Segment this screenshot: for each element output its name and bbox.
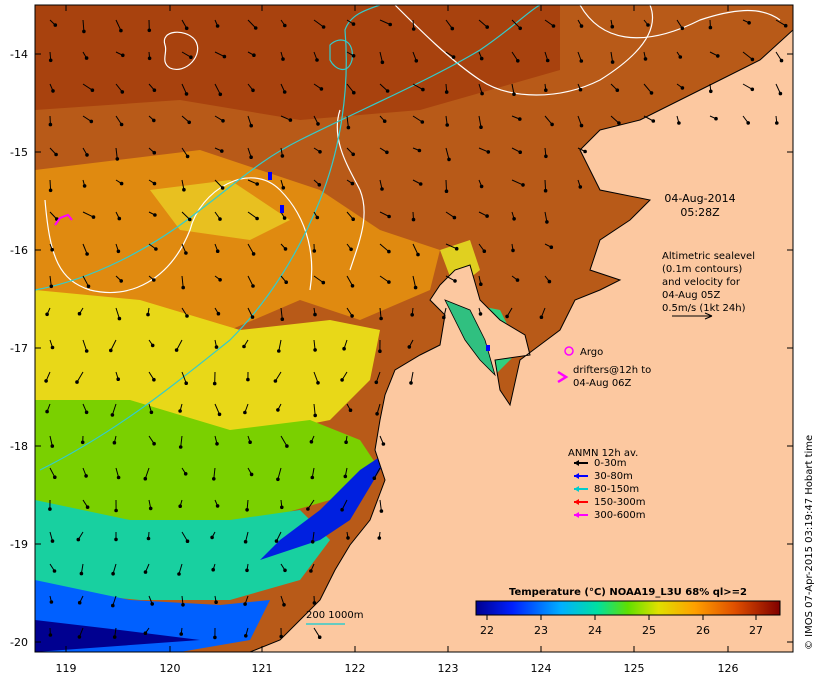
credit-text: © IMOS 07-Apr-2015 03:19:47 Hobart time	[804, 435, 815, 650]
lat-tick-label: -15	[10, 146, 28, 159]
anmn-legend-label: 300-600m	[594, 510, 646, 521]
anmn-legend-item: 300-600m	[574, 510, 646, 521]
anmn-legend-label: 30-80m	[594, 471, 633, 482]
mooring-marker	[280, 205, 284, 213]
axis-ticks	[35, 5, 793, 652]
sealevel-contours	[44, 5, 781, 294]
coastline-land	[249, 5, 793, 652]
anmn-legend-item: 150-300m	[574, 497, 646, 508]
plot-frame	[34, 4, 794, 653]
colorbar-ramp	[475, 600, 781, 616]
lon-tick-label: 119	[56, 662, 77, 675]
colorbar: Temperature (°C) NOAA19_L3U 68% ql>=2 22…	[475, 587, 781, 637]
colorbar-tick-label: 26	[696, 624, 710, 637]
lon-tick-label: 125	[624, 662, 645, 675]
drifter-track	[54, 213, 73, 226]
anmn-legend-item: 0-30m	[574, 458, 626, 469]
lat-tick-label: -18	[10, 440, 28, 453]
colorbar-tick-label: 24	[588, 624, 602, 637]
colorbar-tick-label: 25	[642, 624, 656, 637]
mooring-marker	[486, 345, 490, 351]
isobath-lines	[35, 5, 541, 471]
colorbar-tick-label: 27	[749, 624, 763, 637]
lon-tick-label: 126	[718, 662, 739, 675]
lon-axis: 119 120 121 122 123 124 125 126	[56, 662, 739, 675]
velocity-arrows	[44, 19, 788, 640]
anmn-legend: ANMN 12h av. 0-30m 30-80m 80-150m 150-300m 3…	[568, 448, 646, 521]
isobath-label: 200 1000m	[306, 610, 363, 621]
colorbar-tick-label: 23	[534, 624, 548, 637]
sst-field	[35, 5, 793, 652]
lon-tick-label: 121	[252, 662, 273, 675]
lon-tick-label: 123	[438, 662, 459, 675]
altimetry-line: and velocity for	[662, 277, 741, 288]
lat-tick-label: -20	[10, 636, 28, 649]
argo-label: Argo	[580, 347, 603, 358]
anmn-legend-item: 30-80m	[574, 471, 633, 482]
time-label: 05:28Z	[680, 206, 720, 219]
anmn-legend-label: 0-30m	[594, 458, 626, 469]
lat-tick-label: -16	[10, 244, 28, 257]
lat-tick-label: -14	[10, 48, 28, 61]
altimetry-line: 04-Aug 05Z	[662, 290, 721, 301]
lat-tick-label: -17	[10, 342, 28, 355]
argo-symbol	[564, 346, 574, 356]
lon-tick-label: 120	[160, 662, 181, 675]
lon-tick-label: 122	[345, 662, 366, 675]
drifters-label: 04-Aug 06Z	[573, 378, 632, 389]
altimetry-line: Altimetric sealevel	[662, 251, 755, 262]
lat-axis: -14 -15 -16 -17 -18 -19 -20	[10, 48, 28, 649]
anmn-title: ANMN 12h av.	[568, 448, 638, 459]
mooring-marker	[268, 172, 272, 180]
drifter-symbol	[557, 370, 569, 384]
altimetry-legend: Altimetric sealevel (0.1m contours) and …	[662, 251, 755, 320]
lat-tick-label: -19	[10, 538, 28, 551]
altimetry-line: 0.5m/s (1kt 24h)	[662, 303, 746, 314]
drifters-label: drifters@12h to	[573, 365, 651, 376]
altimetry-line: (0.1m contours)	[662, 264, 742, 275]
anmn-legend-item: 80-150m	[574, 484, 639, 495]
lon-tick-label: 124	[531, 662, 552, 675]
colorbar-title: Temperature (°C) NOAA19_L3U 68% ql>=2	[509, 587, 747, 598]
anmn-legend-label: 150-300m	[594, 497, 646, 508]
date-label: 04-Aug-2014	[664, 192, 735, 205]
colorbar-tick-label: 22	[480, 624, 494, 637]
anmn-legend-label: 80-150m	[594, 484, 639, 495]
